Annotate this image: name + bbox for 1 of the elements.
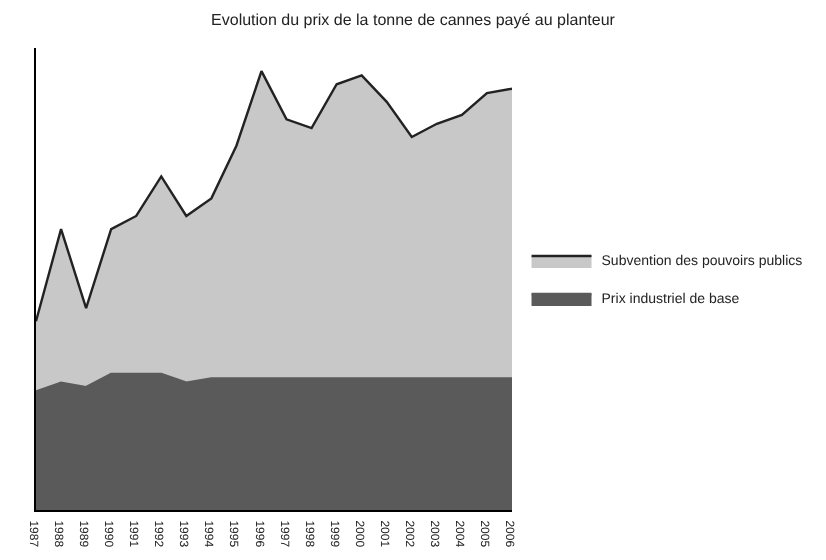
chart-title: Evolution du prix de la tonne de cannes payé au planteur: [211, 11, 616, 30]
